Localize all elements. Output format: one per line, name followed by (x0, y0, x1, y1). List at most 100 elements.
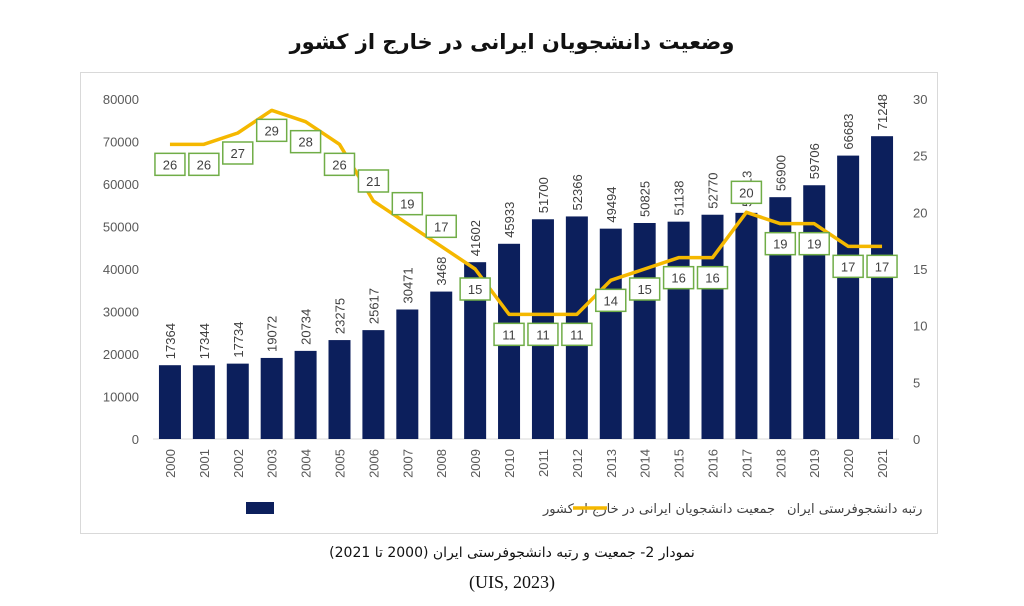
rank-value-label: 26 (332, 157, 346, 172)
bar-value-label: 50825 (638, 181, 653, 217)
bar-value-label: 51138 (672, 180, 687, 215)
figure-source: (UIS, 2023) (469, 572, 555, 592)
rank-label-box (323, 152, 356, 177)
bar-2009 (464, 262, 487, 439)
rank-label-box (493, 322, 525, 347)
rank-label-box (628, 277, 661, 301)
rank-value-label: 26 (197, 157, 211, 172)
rank-label-box (561, 322, 593, 347)
bar-2008 (430, 291, 453, 439)
y-left-tick-label: 10000 (103, 390, 139, 405)
x-tick-label: 2007 (400, 449, 415, 478)
y-right-tick-label: 15 (913, 262, 927, 277)
rank-value-label: 20 (739, 185, 753, 200)
rank-value-label: 19 (773, 237, 787, 252)
rank-value-label: 29 (264, 123, 278, 138)
bar-value-label: 20734 (299, 309, 314, 345)
rank-label-box (425, 214, 457, 239)
rank-label-box (696, 265, 729, 290)
rank-value-label: 19 (400, 197, 414, 212)
chart-title: وضعیت دانشجویان ایرانی در خارج از کشور (289, 30, 735, 54)
x-tick-label: 2000 (163, 449, 178, 478)
rank-label-box (832, 254, 864, 279)
y-left-tick-label: 60000 (103, 177, 139, 192)
rank-label-box (798, 231, 830, 256)
x-tick-label: 2005 (333, 449, 348, 478)
rank-value-label: 17 (841, 259, 855, 274)
bar-value-label: 56900 (773, 155, 788, 191)
bar-2018 (769, 197, 792, 439)
rank-label-box (154, 152, 186, 177)
bar-2004 (294, 350, 317, 439)
bar-2021 (871, 136, 894, 440)
rank-value-label: 11 (570, 327, 584, 342)
rank-value-label: 11 (502, 327, 515, 342)
bar-value-label: 30471 (400, 267, 415, 303)
bar-value-label: 23275 (333, 298, 348, 334)
x-tick-label: 2008 (434, 449, 449, 478)
bar-2020 (837, 155, 860, 439)
rank-value-label: 11 (536, 327, 550, 342)
rank-value-label: 14 (604, 293, 618, 308)
rank-label-box (222, 141, 254, 165)
bar-2005 (328, 340, 351, 439)
rank-label-box (289, 129, 322, 154)
rank-label-box (357, 169, 390, 193)
x-tick-label: 2016 (706, 449, 721, 478)
x-tick-label: 2021 (875, 449, 890, 478)
chart-frame: 0 10000 20000 30000 40000 50000 60000 70000 8000… (80, 72, 938, 534)
rank-label-box (255, 118, 288, 143)
bar-value-label: 59706 (807, 143, 822, 179)
bar-2006 (362, 330, 385, 439)
rank-value-label: 16 (671, 271, 685, 286)
bar-2014 (633, 222, 656, 439)
rank-line (169, 108, 883, 317)
x-tick-label: 2017 (739, 449, 754, 478)
bar-value-label: 3468 (434, 257, 449, 286)
bar-value-label: 17344 (197, 323, 212, 359)
bar-2007 (396, 309, 419, 439)
rank-label-box (764, 231, 797, 256)
bar-2003 (260, 357, 283, 439)
rank-label-box (662, 265, 695, 290)
x-tick-label: 2010 (502, 449, 517, 478)
y-left-tick-label: 50000 (103, 220, 139, 235)
y-left-tick-label: 20000 (103, 347, 139, 362)
rank-value-label: 19 (807, 237, 821, 252)
rank-value-label: 17 (875, 259, 889, 274)
bar-value-label: 49494 (604, 186, 619, 222)
rank-label-box (730, 180, 763, 205)
bar-2000 (158, 365, 181, 439)
y-right-tick-label: 5 (913, 375, 920, 390)
rank-value-label: 27 (231, 146, 245, 161)
bar-value-label: 52770 (706, 173, 721, 209)
bar-2013 (599, 228, 622, 439)
bar-value-label: 41602 (468, 220, 483, 256)
x-tick-label: 2006 (366, 449, 381, 478)
x-tick-label: 2014 (638, 449, 653, 478)
rank-label-box (595, 288, 627, 313)
x-tick-label: 2001 (197, 449, 212, 478)
x-tick-label: 2018 (773, 449, 788, 478)
bar-value-label: 51700 (536, 177, 551, 213)
rank-label-box (391, 191, 424, 216)
bar-value-label: 17364 (163, 323, 178, 359)
rank-value-label: 15 (468, 282, 482, 297)
x-tick-label: 2019 (807, 449, 822, 478)
x-tick-label: 2002 (231, 449, 246, 478)
rank-value-label: 17 (434, 219, 448, 234)
bar-value-label: 17734 (231, 321, 246, 357)
y-right-tick-label: 20 (913, 205, 927, 220)
legend-bar-label: جمعیت دانشجویان ایرانی در خارج از کشور (542, 502, 775, 517)
bar-value-label: 66683 (841, 113, 856, 149)
rank-label-box (188, 152, 220, 177)
rank-value-label: 28 (298, 135, 312, 150)
x-tick-label: 2012 (570, 449, 585, 478)
chart-svg: 0100002000030000400005000060000700008000… (103, 92, 928, 517)
bar-2015 (667, 221, 690, 439)
figure-caption: نمودار 2- جمعیت و رتبه دانشجوفرستی ایران… (329, 545, 695, 561)
x-tick-label: 2004 (299, 449, 314, 478)
rank-label-box (866, 254, 898, 279)
y-left-tick-label: 30000 (103, 305, 139, 320)
bar-2017 (735, 212, 758, 439)
